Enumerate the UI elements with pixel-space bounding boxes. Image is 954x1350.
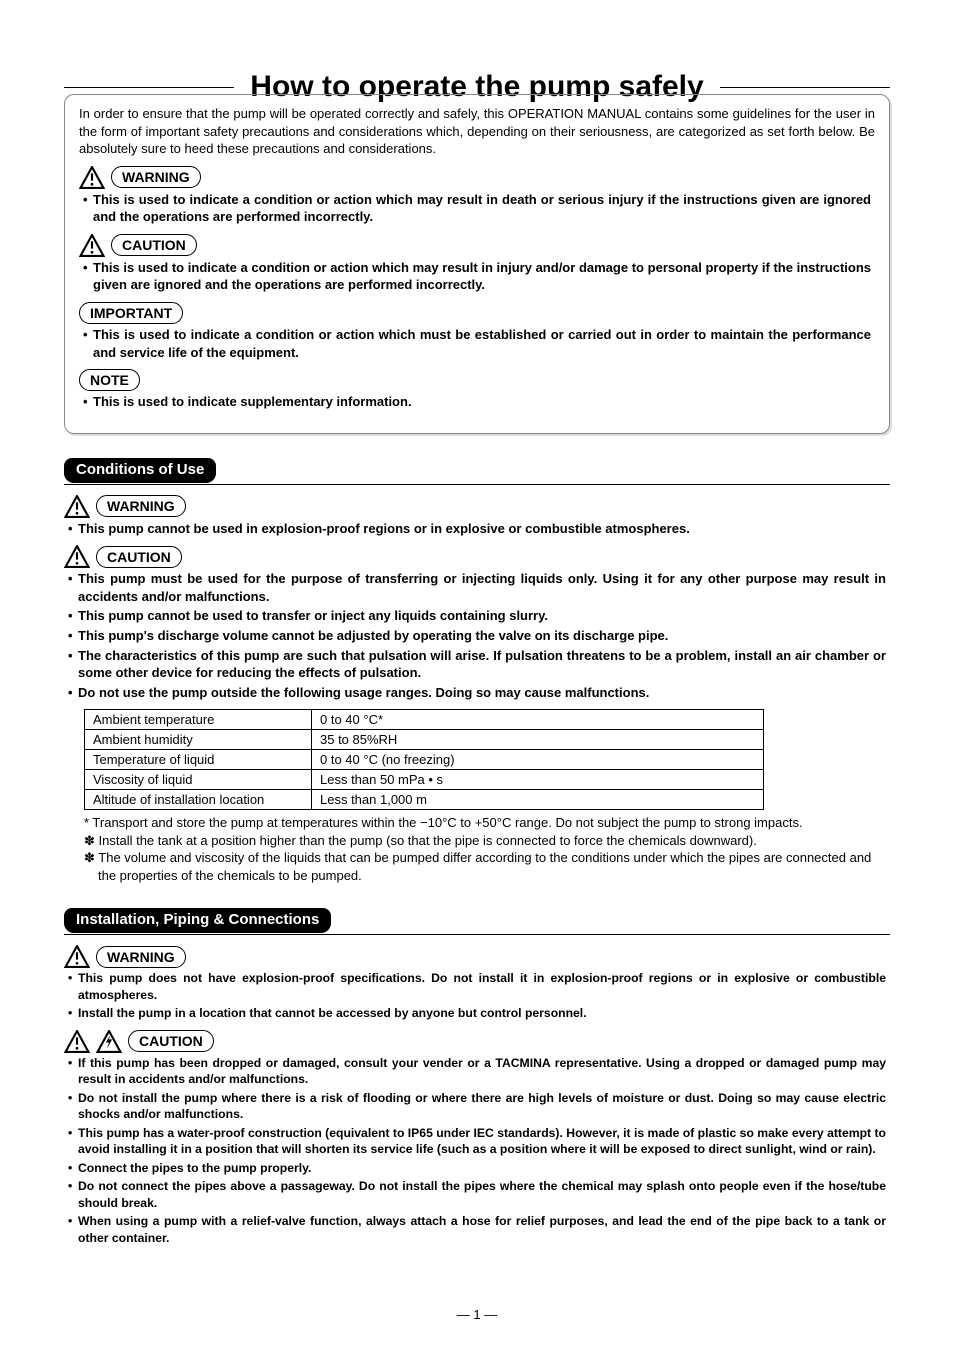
cell: Less than 1,000 m xyxy=(312,790,764,810)
cell: Viscosity of liquid xyxy=(85,770,312,790)
s2-warning-list: This pump does not have explosion-proof … xyxy=(64,970,890,1021)
warning-label: WARNING xyxy=(96,495,186,517)
def-item: This is used to indicate supplementary i… xyxy=(83,393,871,411)
list-item: Do not connect the pipes above a passage… xyxy=(68,1178,886,1211)
section-installation: Installation, Piping & Connections WARNI… xyxy=(64,884,890,1246)
electric-hazard-icon xyxy=(96,1030,122,1053)
section-rule xyxy=(64,484,890,485)
s2-warning-header: WARNING xyxy=(64,945,890,968)
caution-label: CAUTION xyxy=(96,546,182,568)
important-def-text: This is used to indicate a condition or … xyxy=(79,326,875,361)
list-item: Do not install the pump where there is a… xyxy=(68,1090,886,1123)
list-item: This pump's discharge volume cannot be a… xyxy=(68,627,886,645)
note-def-header: NOTE xyxy=(79,369,875,391)
warning-label: WARNING xyxy=(111,166,201,188)
list-item: This pump cannot be used in explosion-pr… xyxy=(68,520,886,538)
list-item: Do not use the pump outside the followin… xyxy=(68,684,886,702)
list-item: Connect the pipes to the pump properly. xyxy=(68,1160,886,1176)
important-label: IMPORTANT xyxy=(79,302,183,324)
caution-def-header: CAUTION xyxy=(79,234,875,257)
table-row: Ambient humidity35 to 85%RH xyxy=(85,730,764,750)
list-item: If this pump has been dropped or damaged… xyxy=(68,1055,886,1088)
note-def-text: This is used to indicate supplementary i… xyxy=(79,393,875,411)
footnote: ✽ Install the tank at a position higher … xyxy=(84,832,890,850)
important-def-header: IMPORTANT xyxy=(79,302,875,324)
list-item: This pump has a water-proof construction… xyxy=(68,1125,886,1158)
section-heading: Installation, Piping & Connections xyxy=(64,908,331,933)
caution-label: CAUTION xyxy=(111,234,197,256)
list-item: The characteristics of this pump are suc… xyxy=(68,647,886,682)
usage-ranges-table: Ambient temperature0 to 40 °C* Ambient h… xyxy=(84,709,764,810)
list-item: This pump must be used for the purpose o… xyxy=(68,570,886,605)
s1-warning-header: WARNING xyxy=(64,495,890,518)
table-row: Temperature of liquid0 to 40 °C (no free… xyxy=(85,750,764,770)
list-item: Install the pump in a location that cann… xyxy=(68,1005,886,1021)
table-row: Altitude of installation locationLess th… xyxy=(85,790,764,810)
def-item: This is used to indicate a condition or … xyxy=(83,191,871,226)
s2-caution-list: If this pump has been dropped or damaged… xyxy=(64,1055,890,1246)
def-item: This is used to indicate a condition or … xyxy=(83,259,871,294)
alert-triangle-icon xyxy=(64,545,90,568)
rule-left xyxy=(64,87,234,88)
page-number-value: 1 xyxy=(473,1307,480,1322)
def-item: This is used to indicate a condition or … xyxy=(83,326,871,361)
table-row: Ambient temperature0 to 40 °C* xyxy=(85,710,764,730)
alert-triangle-icon xyxy=(64,945,90,968)
footnote: * Transport and store the pump at temper… xyxy=(84,814,890,832)
footnote: ✽ The volume and viscosity of the liquid… xyxy=(84,849,890,884)
cell: Ambient humidity xyxy=(85,730,312,750)
s1-caution-header: CAUTION xyxy=(64,545,890,568)
warning-label: WARNING xyxy=(96,946,186,968)
warning-def-header: WARNING xyxy=(79,166,875,189)
alert-triangle-icon xyxy=(79,166,105,189)
section-conditions-of-use: Conditions of Use WARNING This pump cann… xyxy=(64,434,890,885)
page-number: — 1 — xyxy=(0,1307,954,1322)
page: How to operate the pump safely In order … xyxy=(0,0,954,1350)
s1-warning-list: This pump cannot be used in explosion-pr… xyxy=(64,520,890,538)
caution-def-text: This is used to indicate a condition or … xyxy=(79,259,875,294)
definitions-box: In order to ensure that the pump will be… xyxy=(64,94,890,434)
cell: 0 to 40 °C* xyxy=(312,710,764,730)
section-rule xyxy=(64,934,890,935)
s1-footnotes: * Transport and store the pump at temper… xyxy=(84,814,890,884)
list-item: When using a pump with a relief-valve fu… xyxy=(68,1213,886,1246)
list-item: This pump does not have explosion-proof … xyxy=(68,970,886,1003)
intro-text: In order to ensure that the pump will be… xyxy=(79,105,875,158)
caution-label: CAUTION xyxy=(128,1030,214,1052)
cell: 0 to 40 °C (no freezing) xyxy=(312,750,764,770)
cell: Temperature of liquid xyxy=(85,750,312,770)
alert-triangle-icon xyxy=(79,234,105,257)
table-row: Viscosity of liquidLess than 50 mPa • s xyxy=(85,770,764,790)
note-label: NOTE xyxy=(79,369,140,391)
cell: 35 to 85%RH xyxy=(312,730,764,750)
alert-triangle-icon xyxy=(64,495,90,518)
warning-def-text: This is used to indicate a condition or … xyxy=(79,191,875,226)
s2-caution-header: CAUTION xyxy=(64,1030,890,1053)
cell: Ambient temperature xyxy=(85,710,312,730)
rule-right xyxy=(720,87,890,88)
s1-caution-list: This pump must be used for the purpose o… xyxy=(64,570,890,701)
cell: Less than 50 mPa • s xyxy=(312,770,764,790)
list-item: This pump cannot be used to transfer or … xyxy=(68,607,886,625)
cell: Altitude of installation location xyxy=(85,790,312,810)
alert-triangle-icon xyxy=(64,1030,90,1053)
section-heading: Conditions of Use xyxy=(64,458,216,483)
